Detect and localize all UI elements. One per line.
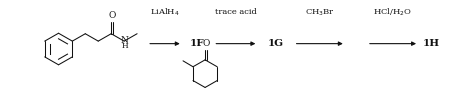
Text: O: O [202,39,210,48]
Text: 1H: 1H [422,39,439,48]
Text: HCl/H$_2$O: HCl/H$_2$O [374,7,412,18]
Text: H: H [121,42,128,50]
Text: trace acid: trace acid [215,8,257,16]
Text: N: N [121,36,128,45]
Text: 1F: 1F [190,39,204,48]
Text: LiAlH$_4$: LiAlH$_4$ [150,7,180,18]
Text: 1G: 1G [268,39,284,48]
Text: CH$_3$Br: CH$_3$Br [305,7,335,18]
Text: O: O [109,11,116,20]
